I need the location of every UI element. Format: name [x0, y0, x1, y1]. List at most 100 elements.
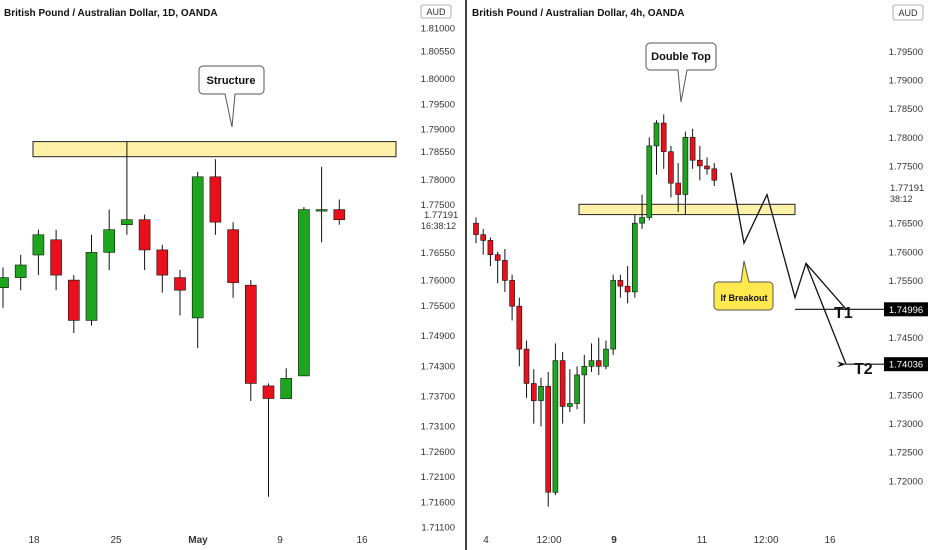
candle-body-down — [50, 239, 62, 276]
candle — [32, 229, 45, 276]
candle — [646, 137, 653, 221]
y-tick-label: 1.79500 — [889, 47, 923, 58]
candle-body-up — [603, 348, 609, 367]
target-1-price: 1.74996 — [889, 305, 923, 316]
candle-body-up — [574, 374, 580, 404]
four-hour-x-axis: 4 12:00 9 11 12:00 16 — [483, 535, 836, 546]
candle-body-up — [298, 209, 310, 377]
candle-body-down — [473, 222, 479, 235]
y-tick-label: 1.76500 — [889, 219, 923, 230]
y-tick-label: 1.72600 — [421, 447, 455, 458]
y-tick-label: 1.72000 — [889, 476, 923, 487]
candle-body-down — [333, 209, 346, 221]
candle-body-down — [689, 137, 696, 161]
y-tick-label: 1.78000 — [421, 175, 455, 186]
candle — [516, 297, 523, 367]
candle — [333, 199, 346, 225]
candle — [50, 229, 62, 291]
candle — [711, 163, 718, 186]
y-tick-label: 1.74300 — [421, 361, 455, 372]
candle — [298, 207, 310, 377]
candle — [624, 266, 631, 304]
x-tick-label: 12:00 — [753, 535, 778, 546]
arrow-head-icon — [837, 361, 846, 368]
candle — [0, 267, 9, 308]
target-1-price-badge: 1.74996 — [884, 302, 928, 317]
candle — [68, 275, 80, 333]
candle — [14, 254, 27, 291]
candle — [245, 280, 257, 401]
candle — [574, 366, 580, 410]
y-tick-label: 1.79000 — [421, 125, 455, 136]
daily-countdown: 16:38:12 — [421, 221, 456, 231]
candle — [121, 141, 133, 235]
y-tick-label: 1.79500 — [421, 99, 455, 110]
candle-body-up — [567, 403, 573, 407]
candle-body-down — [502, 260, 508, 281]
if-breakout-callout: If Breakout — [713, 260, 774, 311]
structure-label: Structure — [207, 75, 256, 87]
candle — [191, 171, 204, 349]
candle — [588, 343, 595, 372]
candle-body-up — [631, 222, 638, 293]
candle — [473, 217, 479, 244]
daily-last-price: 1.77191 — [424, 210, 458, 221]
candle — [595, 337, 602, 375]
candle — [704, 157, 710, 175]
four-hour-countdown: 38:12 — [890, 194, 913, 204]
x-tick-label: 25 — [110, 535, 122, 546]
x-tick-label: 16 — [356, 535, 368, 546]
candle — [610, 274, 617, 355]
four-hour-price-badge: 1.77191 38:12 — [890, 183, 924, 204]
y-tick-label: 1.75500 — [421, 301, 455, 312]
candle-body-down — [711, 168, 718, 181]
candle-body-down — [245, 284, 257, 384]
candle-body-down — [595, 360, 602, 367]
x-tick-label: 18 — [28, 535, 40, 546]
candle-body-up — [0, 277, 9, 289]
y-tick-label: 1.73000 — [889, 419, 923, 430]
y-tick-label: 1.71600 — [421, 497, 455, 508]
x-tick-label: May — [188, 535, 208, 546]
candle-body-up — [639, 217, 645, 224]
y-tick-label: 1.72500 — [889, 448, 923, 459]
price-zone — [578, 203, 796, 216]
target-2-label: T2 — [854, 361, 873, 378]
target-2-price-badge: 1.74036 — [884, 357, 928, 372]
candle-body-up — [280, 378, 293, 399]
candle — [523, 340, 530, 398]
candle-body-up — [538, 385, 544, 401]
y-tick-label: 1.77500 — [889, 162, 923, 173]
target-1-label: T1 — [834, 305, 853, 322]
double-top-callout: Double Top — [645, 42, 717, 103]
daily-chart-pane: 18 25 May 9 16 British Pound / Australian Do… — [0, 8, 397, 546]
candle — [617, 274, 624, 298]
price-zone — [32, 141, 397, 158]
x-tick-label: 12:00 — [536, 535, 561, 546]
candle — [156, 244, 169, 293]
candle-body-down — [494, 254, 501, 261]
candle-body-up — [315, 209, 328, 212]
candle-body-up — [646, 145, 653, 218]
daily-y-ticks: 1.81000 1.80550 1.80000 1.79500 1.79000 1.785… — [421, 24, 455, 534]
candle — [631, 214, 638, 298]
y-tick-label: 1.76550 — [421, 248, 455, 259]
candle-body-down — [174, 277, 186, 291]
candle — [480, 228, 487, 255]
if-breakout-label: If Breakout — [720, 293, 767, 303]
candle — [85, 234, 98, 326]
candle-body-up — [32, 234, 45, 256]
candle — [494, 251, 501, 284]
double-top-label: Double Top — [651, 51, 711, 63]
candle-body-up — [14, 264, 27, 278]
candle — [639, 194, 645, 229]
candle — [280, 368, 293, 399]
candle — [552, 343, 559, 496]
y-tick-label: 1.76000 — [421, 276, 455, 287]
candle-body-up — [103, 229, 115, 253]
candle-body-down — [675, 182, 682, 195]
y-tick-label: 1.74500 — [889, 333, 923, 344]
y-tick-label: 1.73100 — [421, 422, 455, 433]
candle — [315, 166, 328, 243]
